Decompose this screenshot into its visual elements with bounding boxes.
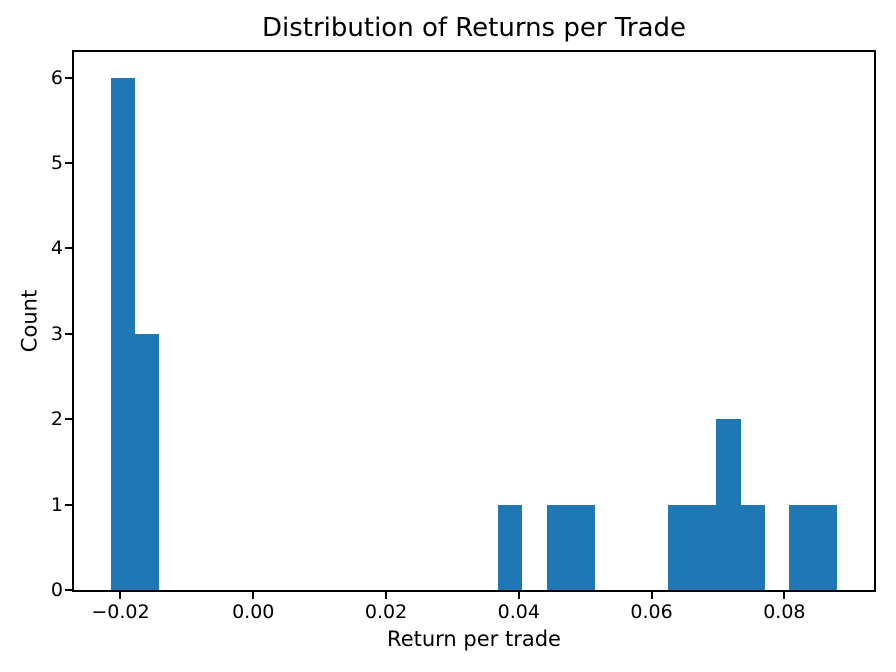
x-tick-mark [783,590,786,599]
y-tick-label: 1 [50,493,63,516]
histogram-bar [813,504,837,590]
x-tick-mark [252,590,255,599]
histogram-bar [692,504,716,590]
plot-area: −0.02 0.00 0.02 0.04 0.06 0.08 0 1 2 3 4 5 6 [51,50,876,623]
y-tick-label: 2 [50,408,63,431]
histogram-bar [668,504,692,590]
y-tick-mark [65,418,74,421]
y-tick-mark [65,589,74,591]
x-tick-mark [517,590,520,599]
y-tick-mark [65,76,74,79]
histogram-bar [716,419,741,590]
x-tick-label: 0.02 [364,601,408,623]
histogram-bar [111,77,135,590]
x-tick-label: 0.08 [763,601,806,623]
x-tick-label: −0.02 [91,601,150,623]
x-tick-mark [385,590,388,599]
y-tick-mark [65,247,74,250]
chart-title: Distribution of Returns per Trade [262,13,686,43]
y-tick-label: 5 [50,152,63,175]
y-tick-mark [65,503,74,506]
y-tick-label: 6 [50,66,63,89]
x-tick-label: 0.06 [630,601,673,623]
y-tick-label: 3 [50,322,63,345]
histogram-bar [135,333,159,590]
y-tick-label: 4 [50,237,63,260]
histogram-bar [741,504,765,590]
y-tick-label: 0 [50,579,63,601]
y-axis-label: Count [17,289,42,353]
y-tick-mark [65,332,74,335]
histogram-bar [498,504,522,590]
histogram-bar [547,504,571,590]
x-tick-mark [650,590,653,599]
x-tick-label: 0.04 [497,601,540,623]
x-axis-label: Return per trade [387,627,561,651]
histogram-bar [571,504,595,590]
y-tick-mark [65,162,74,165]
histogram-bar [789,504,813,590]
x-tick-mark [119,590,122,599]
x-tick-label: 0.00 [232,601,275,623]
